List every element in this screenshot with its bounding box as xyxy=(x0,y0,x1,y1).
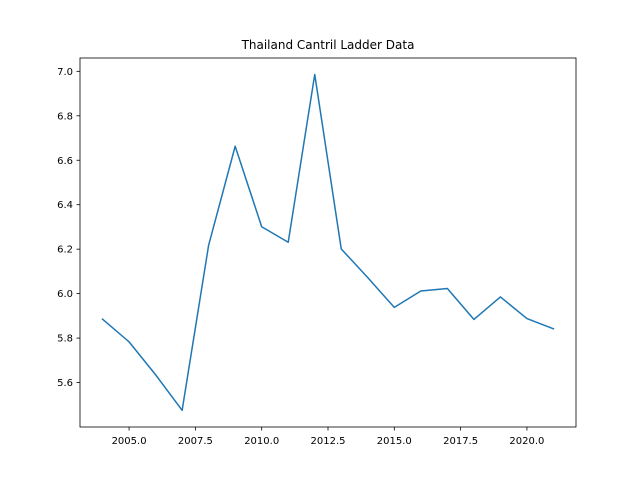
y-tick-label: 5.6 xyxy=(57,378,73,389)
x-tick-label: 2007.5 xyxy=(178,436,213,447)
x-tick-label: 2017.5 xyxy=(443,436,478,447)
y-tick-label: 6.8 xyxy=(57,111,73,122)
x-tick-label: 2015.0 xyxy=(377,436,412,447)
y-tick-label: 6.0 xyxy=(57,289,73,300)
x-tick-label: 2020.0 xyxy=(509,436,544,447)
series-line xyxy=(101,73,555,412)
y-tick-label: 6.4 xyxy=(57,200,73,211)
x-tick-label: 2012.5 xyxy=(311,436,346,447)
y-tick-label: 5.8 xyxy=(57,334,73,345)
x-tick-label: 2010.0 xyxy=(244,436,279,447)
plot-area xyxy=(101,73,555,412)
y-tick-label: 6.6 xyxy=(57,156,73,167)
chart-title: Thailand Cantril Ladder Data xyxy=(241,38,415,52)
x-tick-label: 2005.0 xyxy=(112,436,147,447)
y-tick-label: 6.2 xyxy=(57,245,73,256)
y-tick-label: 7.0 xyxy=(57,67,73,78)
axes: 2005.0 2007.5 2010.0 2012.5 2015.0 2017.5 2020… xyxy=(57,57,577,447)
